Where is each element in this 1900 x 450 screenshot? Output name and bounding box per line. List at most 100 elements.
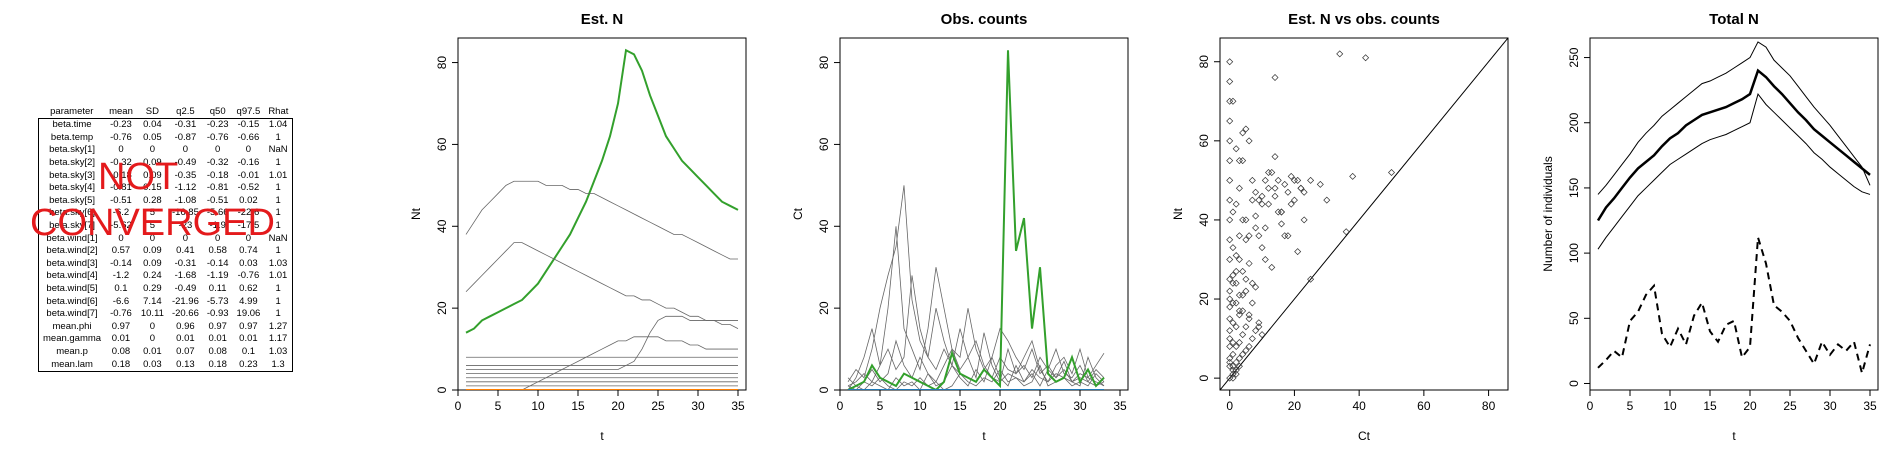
chart0-xtick-label: 35 [731, 399, 745, 413]
chart2-point [1226, 287, 1234, 295]
chart0-ylabel: Nt [409, 207, 423, 220]
column-header-q2-5: q2.5 [176, 105, 195, 117]
chart1-xtick-label: 15 [953, 399, 967, 413]
chart1-series-line-4 [847, 355, 1105, 390]
parameter-name: beta.sky[5] [49, 194, 96, 206]
table-cell: -0.18 [110, 169, 132, 181]
chart3-ytick-label: 200 [1567, 112, 1581, 132]
chart2-point [1235, 157, 1243, 165]
chart-total-n: Total N 0 5 10 15 20 25 30 35 0 50 100 150 200 250 t Num… [1541, 11, 1879, 443]
chart2-point [1226, 315, 1234, 323]
table-cell: 0.57 [111, 245, 131, 257]
table-cell: 0.02 [239, 194, 258, 206]
chart2-point [1255, 319, 1263, 327]
chart2-point [1229, 319, 1237, 327]
chart2-point [1242, 275, 1250, 283]
chart2-point [1232, 267, 1240, 275]
table-cell: -0.15 [237, 119, 260, 131]
table-cell: -0.51 [110, 194, 132, 206]
chart2-point [1235, 255, 1243, 263]
chart0-series-line-2 [465, 242, 739, 329]
table-cell: 0.03 [143, 358, 162, 370]
chart2-point [1239, 307, 1247, 315]
chart3-xtick-label: 0 [1587, 399, 1594, 413]
chart2-point [1274, 208, 1282, 216]
chart0-ytick-label: 20 [435, 301, 449, 315]
chart2-point [1255, 196, 1263, 204]
chart2-point [1226, 354, 1234, 362]
chart0-xtick-label: 30 [691, 399, 705, 413]
table-cell: -0.18 [206, 169, 229, 181]
table-row: beta.sky[6] -6.2 5 -16.85 -5.66 -22.6 1 [39, 207, 293, 220]
chart2-xtick-label: 0 [1226, 399, 1233, 413]
chart0-series-line-1 [465, 180, 738, 260]
chart1-xtick-label: 0 [837, 399, 844, 413]
table-cell: 1.01 [268, 270, 288, 282]
chart2-point [1229, 271, 1237, 279]
chart2-point [1232, 299, 1240, 307]
chart1-ytick-label: 40 [817, 219, 831, 233]
parameter-name: mean.lam [51, 358, 93, 370]
chart3-xtick-label: 25 [1783, 399, 1797, 413]
chart2-point [1239, 350, 1247, 358]
chart2-point [1232, 200, 1240, 208]
chart2-ytick-label: 20 [1197, 292, 1211, 306]
chart2-point [1271, 192, 1279, 200]
chart1-series-line-0 [847, 185, 1105, 387]
chart2-plot-area [1220, 38, 1508, 390]
chart2-point [1226, 327, 1234, 335]
table-cell: 0 [245, 144, 252, 156]
table-cell: -0.14 [206, 257, 229, 269]
chart2-point [1235, 307, 1243, 315]
table-cell: 1 [275, 207, 281, 219]
chart2-point [1232, 252, 1240, 260]
table-cell: -0.87 [174, 131, 197, 143]
table-row: mean.lam 0.18 0.03 0.13 0.18 0.23 1.3 [39, 358, 293, 371]
chart2-point [1235, 354, 1243, 362]
chart2-point [1226, 58, 1234, 66]
table-row: mean.phi 0.97 0 0.96 0.97 0.97 1.27 [39, 321, 293, 334]
chart2-point [1323, 196, 1331, 204]
parameter-name: beta.sky[1] [49, 144, 96, 156]
table-cell: -0.32 [110, 157, 132, 169]
table-cell: -1.2 [112, 270, 130, 282]
table-cell: -0.16 [237, 157, 260, 169]
table-cell: 0.11 [208, 283, 227, 295]
chart0-xtick-label: 5 [495, 399, 502, 413]
table-cell: 1 [275, 295, 281, 307]
table-cell: 1.03 [268, 345, 288, 357]
chart2-point [1232, 145, 1240, 153]
chart2-point [1362, 54, 1370, 62]
chart2-point [1239, 129, 1247, 137]
chart2-point [1281, 232, 1289, 240]
chart2-point [1226, 358, 1234, 366]
table-cell: 4.99 [239, 295, 258, 307]
table-cell: 0.13 [176, 358, 195, 370]
table-cell: -0.81 [206, 182, 229, 194]
chart0-ytick-label: 40 [435, 219, 449, 233]
table-cell: 0.01 [239, 333, 258, 345]
table-cell: 0 [215, 232, 221, 244]
chart2-point [1226, 157, 1234, 165]
table-cell: 7.14 [143, 295, 162, 307]
table-row: beta.sky[7] -5.62 5 -23 -1.9 -17.5 1 [39, 220, 293, 233]
chart2-xtick-label: 60 [1417, 399, 1431, 413]
chart3-ytick-label: 250 [1567, 47, 1581, 67]
chart2-point [1239, 291, 1247, 299]
chart2-ytick-label: 60 [1197, 134, 1211, 148]
column-header-parameter: parameter [50, 105, 94, 117]
parameter-name: mean.p [56, 345, 88, 357]
chart2-xtick-label: 40 [1352, 399, 1366, 413]
table-cell: 0.97 [208, 320, 227, 332]
chart3-xlabel: t [1732, 429, 1736, 443]
table-row: beta.temp -0.76 0.05 -0.87 -0.76 -0.66 1 [39, 132, 293, 145]
chart2-point [1229, 244, 1237, 252]
table-cell: -23 [178, 220, 193, 232]
chart-obs-counts: Obs. counts 0 5 10 15 20 25 30 35 0 20 40 60 80 t Ct [791, 11, 1129, 443]
table-cell: 1.03 [268, 257, 288, 269]
chart1-xtick-label: 30 [1073, 399, 1087, 413]
chart2-point [1229, 366, 1237, 374]
chart2-point [1226, 374, 1234, 382]
chart0-series-line-3 [466, 315, 738, 370]
table-cell: 0.18 [208, 358, 227, 370]
